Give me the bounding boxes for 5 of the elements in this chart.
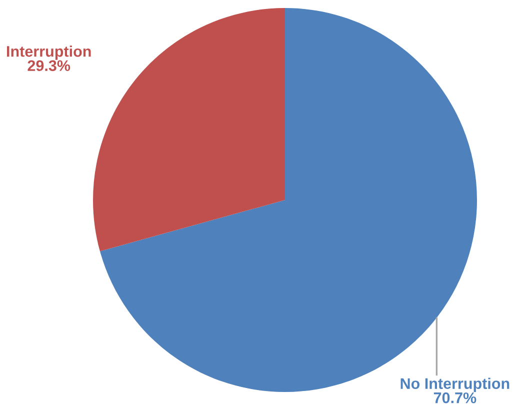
data-label: 70.7% (434, 392, 476, 404)
slice-label: Interruption (7, 46, 91, 60)
pie-slice (93, 8, 285, 252)
slice-label: No Interruption (400, 378, 510, 392)
data-label: 29.3% (28, 60, 70, 72)
